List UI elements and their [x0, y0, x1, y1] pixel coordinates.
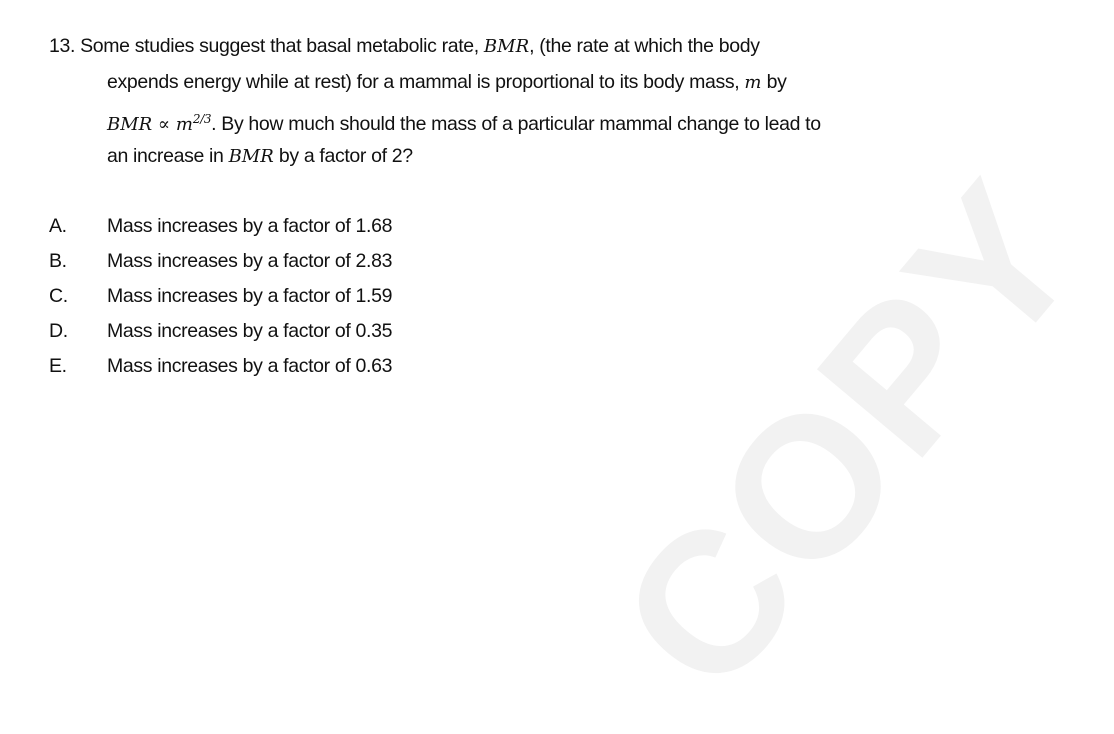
option-text: Mass increases by a factor of 1.59 — [107, 285, 393, 307]
option-letter: C. — [49, 285, 68, 307]
question-text: by a factor of 2? — [273, 145, 413, 167]
option-text: Mass increases by a factor of 0.35 — [107, 320, 393, 342]
math-proportionality: BMR ∝ m — [107, 114, 193, 135]
math-bmr: BMR — [483, 36, 530, 57]
option-letter: D. — [49, 320, 68, 342]
math-bmr: BMR — [228, 146, 274, 167]
option-letter: A. — [49, 215, 67, 237]
math-exponent: 2/3 — [192, 112, 212, 126]
option-text: Mass increases by a factor of 1.68 — [107, 215, 393, 237]
option-text: Mass increases by a factor of 0.63 — [107, 355, 393, 377]
question-text: . By how much should the mass of a parti… — [211, 113, 821, 135]
question-line-4: an increase in BMR by a factor of 2? — [107, 144, 413, 168]
math-m: m — [744, 72, 762, 93]
question-text: , (the rate at which the body — [529, 35, 760, 57]
option-text: Mass increases by a factor of 2.83 — [107, 250, 393, 272]
question-line-1: 13. Some studies suggest that basal meta… — [49, 34, 760, 58]
question-line-3: BMR ∝ m2/3. By how much should the mass … — [107, 107, 821, 135]
question-text: an increase in — [107, 145, 229, 167]
option-letter: B. — [49, 250, 67, 272]
question-text: expends energy while at rest) for a mamm… — [107, 71, 745, 93]
question-line-2: expends energy while at rest) for a mamm… — [107, 70, 787, 94]
watermark-text: COPY — [577, 141, 1114, 732]
question-text: Some studies suggest that basal metaboli… — [80, 35, 484, 57]
question-text: by — [761, 71, 787, 93]
option-letter: E. — [49, 355, 67, 377]
question-number: 13. — [49, 35, 76, 57]
